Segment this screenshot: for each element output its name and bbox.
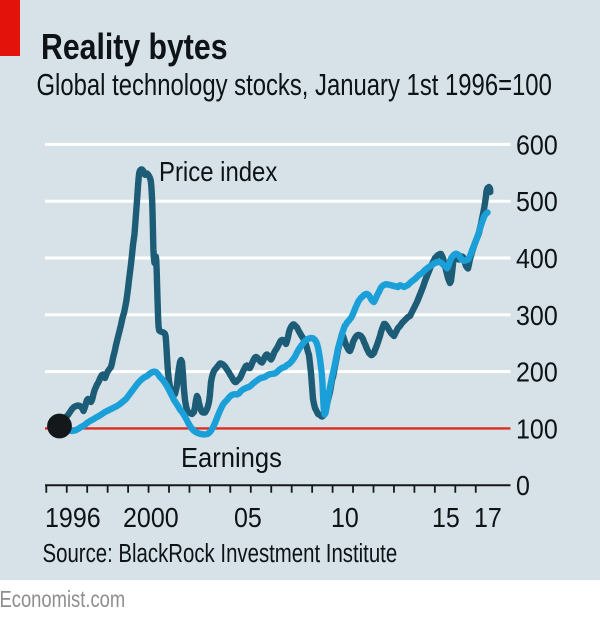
svg-text:Economist.com: Economist.com	[0, 587, 125, 612]
svg-text:17: 17	[474, 502, 502, 533]
svg-text:Source: BlackRock Investment I: Source: BlackRock Investment Institute	[43, 539, 398, 568]
svg-text:2000: 2000	[123, 502, 179, 533]
svg-text:Earnings: Earnings	[181, 442, 282, 473]
svg-text:100: 100	[516, 413, 558, 444]
svg-text:600: 600	[516, 129, 558, 160]
svg-text:400: 400	[516, 243, 558, 274]
svg-text:10: 10	[331, 502, 359, 533]
svg-text:Global technology stocks, Janu: Global technology stocks, January 1st 19…	[37, 67, 552, 102]
svg-text:05: 05	[234, 502, 262, 533]
svg-text:500: 500	[516, 186, 558, 217]
svg-text:15: 15	[432, 502, 460, 533]
svg-text:1996: 1996	[45, 502, 101, 533]
svg-text:0: 0	[516, 470, 530, 501]
svg-text:Reality bytes: Reality bytes	[41, 28, 228, 68]
svg-text:300: 300	[516, 300, 558, 331]
svg-text:200: 200	[516, 356, 558, 387]
svg-text:Price index: Price index	[159, 158, 277, 188]
